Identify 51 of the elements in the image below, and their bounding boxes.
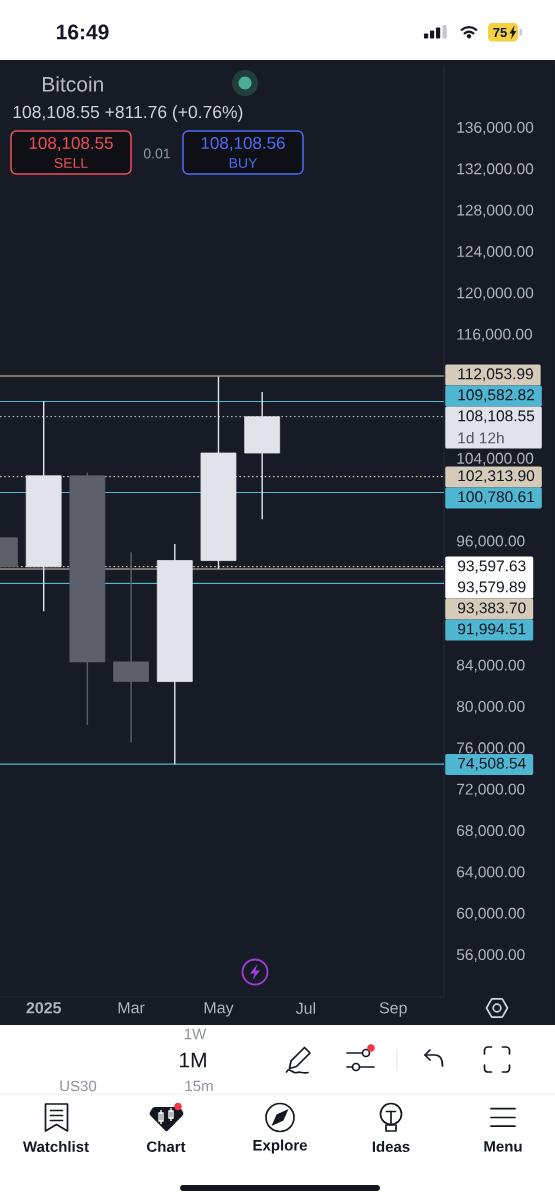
- ref-line-label: 112,053.99: [458, 368, 533, 382]
- x-tick-label: Sep: [379, 1002, 407, 1017]
- y-tick-label: 68,000.00: [457, 825, 525, 838]
- ref-line-label: 91,994.51: [458, 623, 526, 637]
- y-tick-label: 72,000.00: [457, 783, 525, 797]
- annotation: 108,108.55: [29, 136, 113, 152]
- annotation: 0.01: [143, 148, 170, 159]
- text: 1d 12h: [458, 432, 504, 444]
- text: Explore: [253, 1139, 307, 1154]
- y-tick-label: 80,000.00: [456, 701, 525, 714]
- text: 93,579.89: [458, 581, 526, 595]
- text: Ideas: [372, 1140, 410, 1153]
- text: Watchlist: [22, 1140, 89, 1153]
- text: 1W: [184, 1028, 207, 1040]
- y-tick-label: 124,000.00: [457, 246, 534, 259]
- y-tick-label: 104,000.00: [457, 452, 534, 466]
- y-tick-label: 128,000.00: [457, 204, 534, 218]
- y-tick-label: 116,000.00: [457, 328, 533, 342]
- text: Chart: [147, 1140, 186, 1153]
- y-tick-label: 64,000.00: [457, 866, 525, 880]
- text: 75: [493, 27, 507, 38]
- text: 15m: [185, 1080, 213, 1092]
- y-tick-label: 120,000.00: [457, 287, 534, 301]
- annotation: SELL: [54, 158, 88, 168]
- text: 16:49: [56, 24, 109, 40]
- y-tick-label: 132,000.00: [457, 163, 534, 177]
- x-tick-label: 2025: [26, 1002, 62, 1014]
- candlestick: [113, 551, 149, 744]
- y-tick-label: 60,000.00: [457, 907, 525, 921]
- chart-title: Bitcoin: [42, 76, 103, 92]
- annotation: 108,108.56: [201, 136, 285, 152]
- ref-line-label: 100,780.61: [458, 491, 535, 505]
- ref-line-label: 93,383.70: [458, 602, 526, 616]
- y-tick-label: 76,000.00: [457, 742, 525, 756]
- ref-line-label: 93,597.63: [458, 560, 526, 574]
- x-tick-label: Jul: [295, 1002, 316, 1014]
- ref-line-label: 109,582.82: [458, 389, 535, 403]
- text: US30: [60, 1080, 97, 1092]
- y-tick-label: 96,000.00: [457, 535, 525, 549]
- ref-line-label: 74,508.54: [458, 757, 526, 771]
- y-tick-label: 56,000.00: [456, 949, 525, 962]
- ref-line-label: 102,313.90: [458, 470, 535, 484]
- ref-line-label: 108,108.55: [458, 410, 535, 424]
- text: Menu: [484, 1141, 522, 1152]
- x-tick-label: Mar: [118, 1002, 145, 1014]
- annotation: BUY: [229, 158, 258, 168]
- text: 1M: [180, 1052, 206, 1068]
- x-tick-label: May: [204, 1002, 234, 1017]
- y-tick-label: 136,000.00: [457, 121, 534, 135]
- text: 108,108.55 +811.76 (+0.76%): [13, 105, 243, 122]
- y-tick-label: 84,000.00: [456, 659, 525, 673]
